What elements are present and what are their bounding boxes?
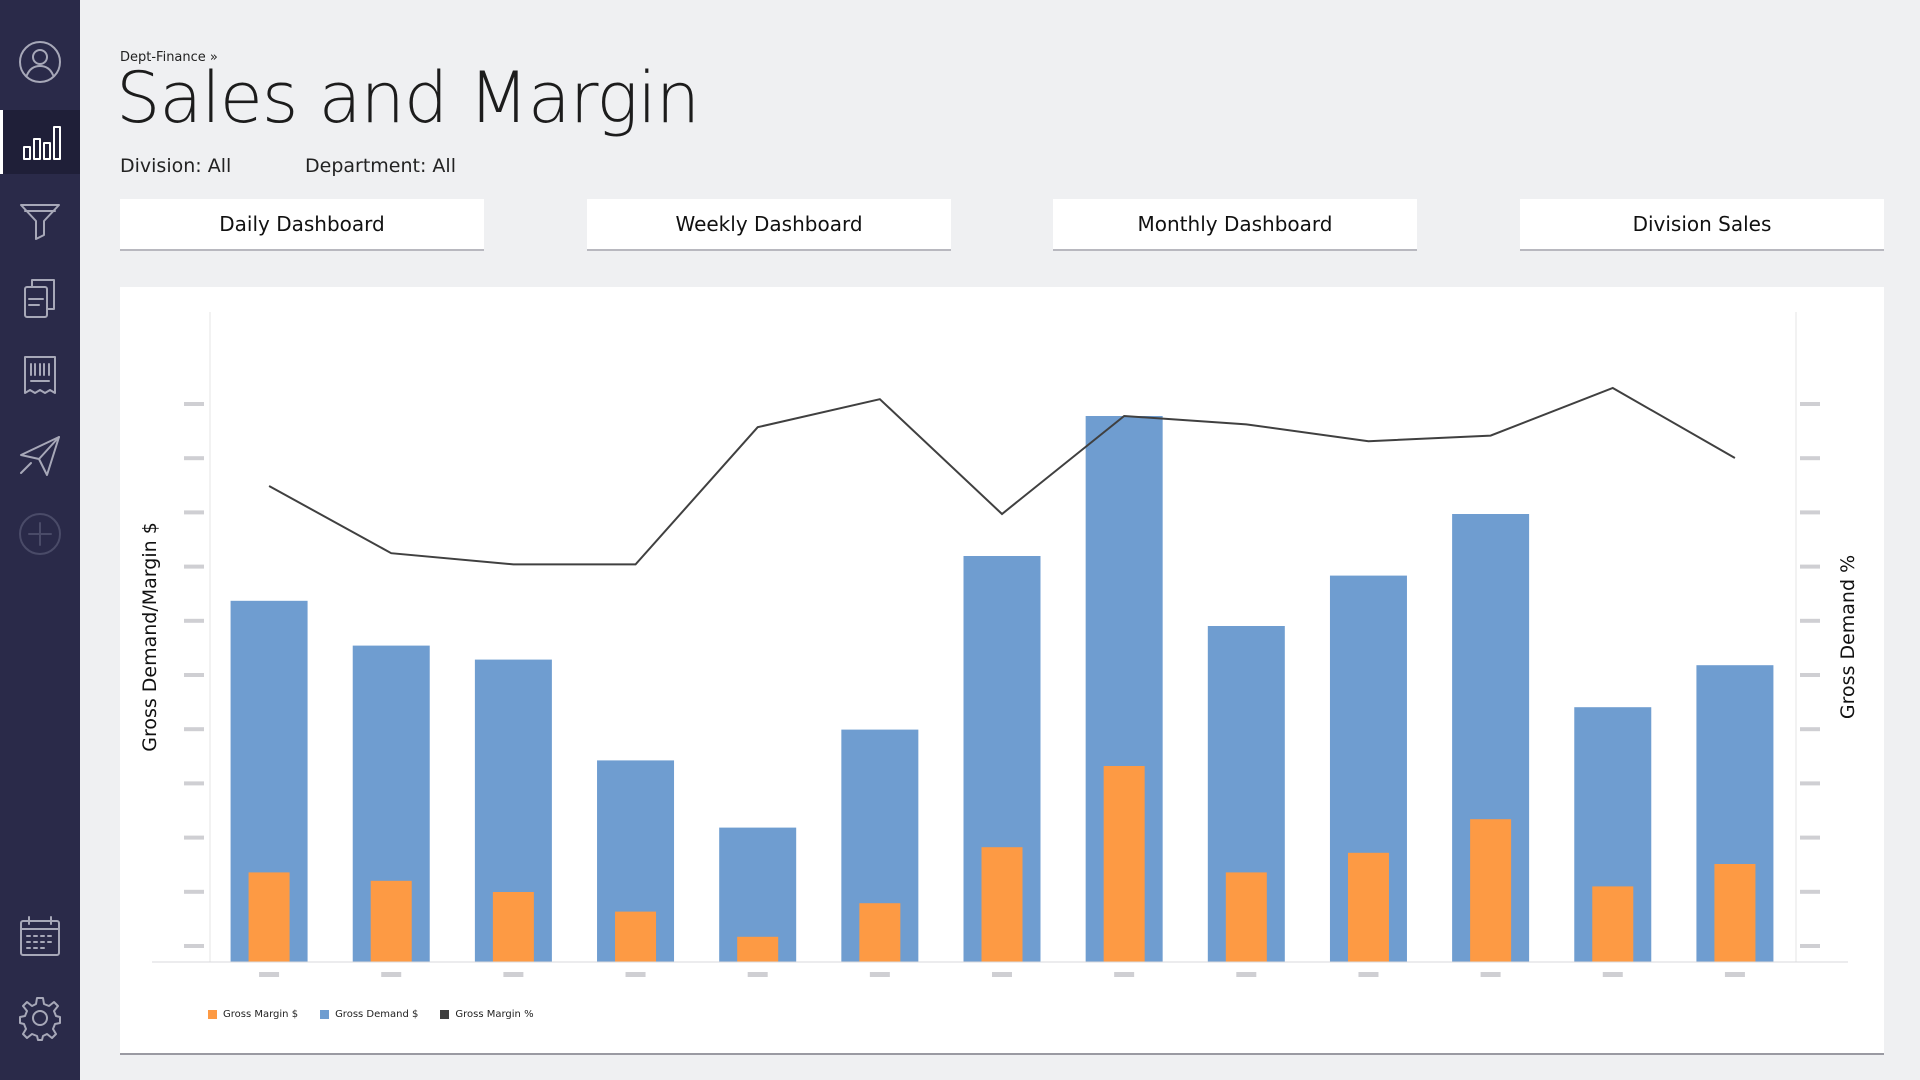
gross-margin-bar bbox=[1347, 852, 1389, 962]
y2-axis-title: Gross Demand % bbox=[1837, 555, 1859, 719]
y2-tick-mark bbox=[1800, 510, 1820, 515]
send-icon bbox=[20, 436, 60, 476]
legend-label: Gross Margin $ bbox=[223, 1009, 299, 1020]
y2-tick-mark bbox=[1800, 402, 1820, 406]
legend-item: Gross Demand $ bbox=[320, 1009, 418, 1020]
bar-chart-icon bbox=[22, 126, 61, 160]
x-tick-mark bbox=[259, 972, 280, 977]
y2-tick-mark bbox=[1800, 618, 1820, 623]
y-tick-mark bbox=[184, 781, 204, 786]
legend-label: Gross Demand $ bbox=[335, 1009, 419, 1020]
gross-margin-bar bbox=[1592, 886, 1634, 962]
x-tick-mark bbox=[869, 972, 890, 977]
sidebar-item-receipts[interactable] bbox=[0, 344, 80, 408]
gear-icon bbox=[19, 997, 61, 1041]
sidebar-item-filter[interactable] bbox=[0, 188, 80, 252]
chart-legend: Gross Margin $ Gross Demand $ Gross Marg… bbox=[208, 1009, 534, 1020]
page-title: Sales and Margin bbox=[116, 57, 700, 139]
gross-margin-bar bbox=[492, 892, 534, 962]
funnel-icon bbox=[20, 204, 60, 240]
gross-margin-bar bbox=[981, 847, 1023, 962]
division-filter[interactable]: Division: All bbox=[120, 155, 232, 177]
add-circle-icon bbox=[19, 513, 61, 555]
monthly-dashboard-button[interactable]: Monthly Dashboard bbox=[1053, 199, 1417, 251]
gross-margin-bar bbox=[615, 911, 657, 962]
legend-item: Gross Margin % bbox=[440, 1009, 534, 1020]
weekly-dashboard-button[interactable]: Weekly Dashboard bbox=[587, 199, 951, 251]
user-icon bbox=[19, 41, 61, 83]
legend-item: Gross Margin $ bbox=[208, 1009, 298, 1020]
y2-tick-mark bbox=[1800, 673, 1820, 677]
sales-margin-chart: Gross Demand/Margin $ Gross Demand % bbox=[139, 312, 1859, 977]
y2-tick-mark bbox=[1800, 727, 1820, 732]
x-tick-mark bbox=[747, 972, 768, 977]
x-tick-mark bbox=[1602, 972, 1623, 977]
sidebar-item-send[interactable] bbox=[0, 424, 80, 488]
legend-swatch bbox=[440, 1010, 450, 1019]
y-tick-mark bbox=[184, 673, 204, 677]
y-tick-mark bbox=[184, 889, 204, 894]
breadcrumb[interactable]: Dept-Finance » bbox=[120, 50, 218, 65]
legend-swatch bbox=[208, 1010, 217, 1019]
legend-swatch bbox=[320, 1010, 330, 1019]
gross-margin-bar bbox=[1714, 864, 1756, 962]
gross-margin-bar bbox=[248, 872, 290, 962]
chart-panel: Gross Demand/Margin $ Gross Demand % Gros… bbox=[120, 287, 1884, 1055]
daily-dashboard-button[interactable]: Daily Dashboard bbox=[120, 199, 484, 251]
y2-tick-mark bbox=[1800, 889, 1820, 894]
gross-margin-bar bbox=[1103, 766, 1145, 962]
receipt-icon bbox=[24, 356, 56, 394]
y2-tick-mark bbox=[1800, 456, 1820, 461]
y-tick-mark bbox=[184, 510, 204, 515]
sidebar-item-analytics[interactable] bbox=[0, 110, 80, 174]
y-tick-mark bbox=[184, 835, 204, 840]
y-tick-mark bbox=[184, 564, 204, 569]
gross-margin-bar bbox=[859, 903, 901, 962]
y-axis-title: Gross Demand/Margin $ bbox=[139, 522, 161, 752]
x-tick-mark bbox=[625, 972, 646, 977]
y-tick-mark bbox=[184, 618, 204, 623]
gross-margin-pct-line bbox=[268, 386, 1736, 566]
department-filter[interactable]: Department: All bbox=[305, 155, 456, 177]
gross-margin-bar bbox=[370, 880, 412, 962]
y2-tick-mark bbox=[1800, 944, 1820, 948]
sidebar-item-documents[interactable] bbox=[0, 266, 80, 330]
sidebar-item-add[interactable] bbox=[0, 502, 80, 566]
x-tick-mark bbox=[1114, 972, 1135, 977]
documents-icon bbox=[24, 279, 55, 318]
calendar-icon bbox=[20, 916, 60, 956]
sidebar-item-calendar[interactable] bbox=[0, 904, 80, 968]
gross-margin-bar bbox=[1470, 819, 1512, 962]
x-tick-mark bbox=[503, 972, 524, 977]
y2-tick-mark bbox=[1800, 781, 1820, 786]
legend-label: Gross Margin % bbox=[455, 1009, 534, 1020]
sidebar-item-profile[interactable] bbox=[0, 30, 80, 94]
y-tick-mark bbox=[184, 456, 204, 461]
division-sales-button[interactable]: Division Sales bbox=[1520, 199, 1884, 251]
x-tick-mark bbox=[1480, 972, 1501, 977]
x-tick-mark bbox=[1358, 972, 1379, 977]
y-tick-mark bbox=[184, 402, 204, 406]
gross-margin-bar bbox=[737, 936, 779, 962]
y2-tick-mark bbox=[1800, 835, 1820, 840]
sidebar bbox=[0, 0, 80, 1080]
y-tick-mark bbox=[184, 727, 204, 732]
x-tick-mark bbox=[1724, 972, 1745, 977]
y2-tick-mark bbox=[1800, 564, 1820, 569]
x-tick-mark bbox=[992, 972, 1012, 977]
x-tick-mark bbox=[1236, 972, 1257, 977]
x-tick-mark bbox=[381, 972, 402, 977]
gross-margin-bar bbox=[1225, 872, 1267, 962]
y-tick-mark bbox=[184, 944, 204, 948]
sidebar-item-settings[interactable] bbox=[0, 986, 80, 1050]
